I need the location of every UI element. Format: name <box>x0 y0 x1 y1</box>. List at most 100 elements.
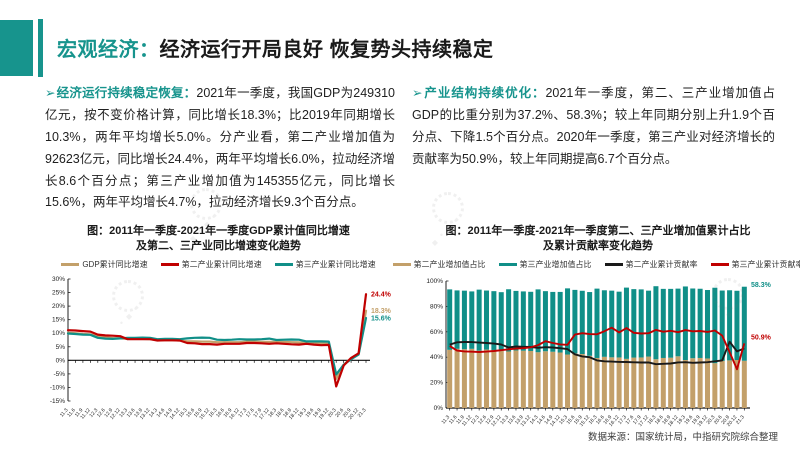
legend-label: 第三产业累计同比增速 <box>295 260 376 270</box>
chart-bar-tertiary <box>704 289 710 359</box>
chart-bar-tertiary <box>675 288 681 356</box>
chart-bar-secondary <box>719 360 725 408</box>
chart-bar-tertiary <box>476 289 482 351</box>
chart-bar-tertiary <box>690 288 696 358</box>
x-axis-tick-label: 14.6 <box>156 407 167 418</box>
bullet-arrow-icon: ➢ <box>45 86 56 100</box>
legend-item: 第三产业增加值占比 <box>498 259 592 270</box>
x-axis-tick-label: 14.6 <box>536 414 547 425</box>
chart-bar-secondary <box>528 350 534 408</box>
y-axis-tick-label: 0% <box>56 357 66 364</box>
chart-bar-secondary <box>484 349 490 408</box>
x-axis-tick-label: 11.6 <box>448 414 459 425</box>
x-axis-tick-label: 18.6 <box>654 414 665 425</box>
chart-bar-secondary <box>513 350 519 408</box>
legend-swatch-icon <box>274 263 293 267</box>
chart-bar-tertiary <box>557 291 563 353</box>
y-axis-tick-label: 15% <box>52 316 65 323</box>
chart-bar-secondary <box>461 348 467 408</box>
chart-bar-secondary <box>565 354 571 408</box>
chart-bar-secondary <box>609 357 615 408</box>
bullet-arrow-icon: ➢ <box>412 86 423 100</box>
x-axis-tick-label: 11.3 <box>59 407 70 418</box>
accent-bar <box>38 19 43 77</box>
x-axis-tick-label: 16.3 <box>588 414 599 425</box>
chart-bar-tertiary <box>668 288 674 358</box>
y-axis-tick-label: 10% <box>52 330 65 337</box>
chart-bar-tertiary <box>506 288 512 352</box>
page-title-text: 经济运行开局良好 恢复势头持续稳定 <box>159 39 494 61</box>
chart-bar-secondary <box>550 351 556 408</box>
chart-industry-share: 图：2011年一季度-2021年一季度第二、三产业增加值累计占比 及累计贡献率变… <box>392 224 800 435</box>
chart-bar-tertiary <box>741 286 747 361</box>
x-axis-tick-label: 13.6 <box>507 414 518 425</box>
chart-bar-tertiary <box>609 290 615 358</box>
chart-bar-tertiary <box>660 288 666 358</box>
chart-industry-share-title-line2: 及累计贡献率变化趋势 <box>543 239 653 252</box>
chart-bar-secondary <box>506 351 512 408</box>
accent-square <box>0 20 33 76</box>
y-axis-tick-label: -10% <box>50 384 65 391</box>
x-axis-tick-label: 12.9 <box>485 414 496 425</box>
chart-bar-secondary <box>668 357 674 408</box>
x-axis-tick-label: 21.3 <box>357 407 368 418</box>
paragraph-economy-lead: 经济运行持续稳定恢复： <box>56 86 197 100</box>
chart-bar-tertiary <box>469 291 475 349</box>
y-axis-tick-label: 60% <box>430 328 443 335</box>
x-axis-tick-label: 12.3 <box>88 407 99 418</box>
x-axis-tick-label: 15.6 <box>566 414 577 425</box>
paragraph-structure: ➢产业结构持续优化：2021年一季度，第二、三产业增加值占GDP的比重分别为37… <box>412 83 775 171</box>
chart-bar-secondary <box>631 357 637 408</box>
chart-bar-tertiary <box>520 291 526 351</box>
y-axis-tick-label: 20% <box>430 379 443 386</box>
legend-swatch-icon <box>604 263 623 267</box>
chart-gdp-growth-legend: GDP累计同比增速 第二产业累计同比增速 第三产业累计同比增速 <box>40 259 397 271</box>
series-end-value-label: 18.3% <box>371 308 392 315</box>
x-axis-tick-label: 16.3 <box>208 407 219 418</box>
y-axis-tick-label: -15% <box>50 398 65 405</box>
paragraph-structure-lead: 产业结构持续优化： <box>423 86 546 100</box>
legend-label: 第二产业累计同比增速 <box>181 260 262 270</box>
page-title-section: 宏观经济： <box>57 39 160 61</box>
y-axis-tick-label: 40% <box>430 354 443 361</box>
chart-bar-tertiary <box>542 290 548 351</box>
chart-bar-secondary <box>557 352 563 408</box>
chart-gdp-growth-title: 图：2011年一季度-2021年一季度GDP累计值同比增速 及第二、三产业同比增… <box>40 224 397 254</box>
x-axis-tick-label: 13.9 <box>133 407 144 418</box>
x-axis-tick-label: 17.3 <box>617 414 628 425</box>
legend-label: 第三产业累计贡献率 <box>731 260 800 270</box>
y-axis-tick-label: 25% <box>52 289 65 296</box>
x-axis-tick-label: 12.9 <box>103 407 114 418</box>
legend-label: 第二产业增加值占比 <box>413 260 486 270</box>
chart-bar-tertiary <box>579 290 585 354</box>
chart-bar-tertiary <box>734 290 740 360</box>
x-axis-tick-label: 15.9 <box>193 407 204 418</box>
chart-industry-share-title: 图：2011年一季度-2021年一季度第二、三产业增加值累计占比 及累计贡献率变… <box>418 224 778 254</box>
chart-bar-tertiary <box>498 291 504 351</box>
series-end-value-label: 15.6% <box>371 315 392 322</box>
y-axis-tick-label: 80% <box>430 303 443 310</box>
paragraph-economy-body: 2021年一季度，我国GDP为249310亿元，按不变价格计算，同比增长18.3… <box>45 86 395 210</box>
chart-bar-tertiary <box>454 290 460 349</box>
chart-gdp-growth-title-line2: 及第二、三产业同比增速变化趋势 <box>136 239 301 252</box>
chart-bar-secondary <box>697 357 703 408</box>
x-axis-tick-label: 14.9 <box>163 407 174 418</box>
chart-bar-tertiary <box>697 288 703 358</box>
chart-bar-secondary <box>520 350 526 408</box>
chart-bar-secondary <box>653 358 659 408</box>
chart-line-series <box>449 326 746 370</box>
y-axis-tick-label: 100% <box>426 278 443 285</box>
legend-item: 第三产业累计同比增速 <box>274 259 376 270</box>
x-axis-tick-label: 20.3 <box>327 407 338 418</box>
series-end-value-label: 24.4% <box>371 291 392 298</box>
y-axis-tick-label: 0% <box>434 405 444 412</box>
x-axis-tick-label: 11.9 <box>74 407 85 418</box>
x-axis-tick-label: 13.9 <box>514 414 525 425</box>
chart-bar-secondary <box>741 360 747 408</box>
chart-bar-secondary <box>594 357 600 408</box>
x-axis-tick-label: 18.9 <box>661 414 672 425</box>
chart-bar-tertiary <box>682 286 688 360</box>
legend-item: 第二产业累计贡献率 <box>604 259 698 270</box>
chart-bar-tertiary <box>631 288 637 358</box>
chart-bar-tertiary <box>587 291 593 356</box>
